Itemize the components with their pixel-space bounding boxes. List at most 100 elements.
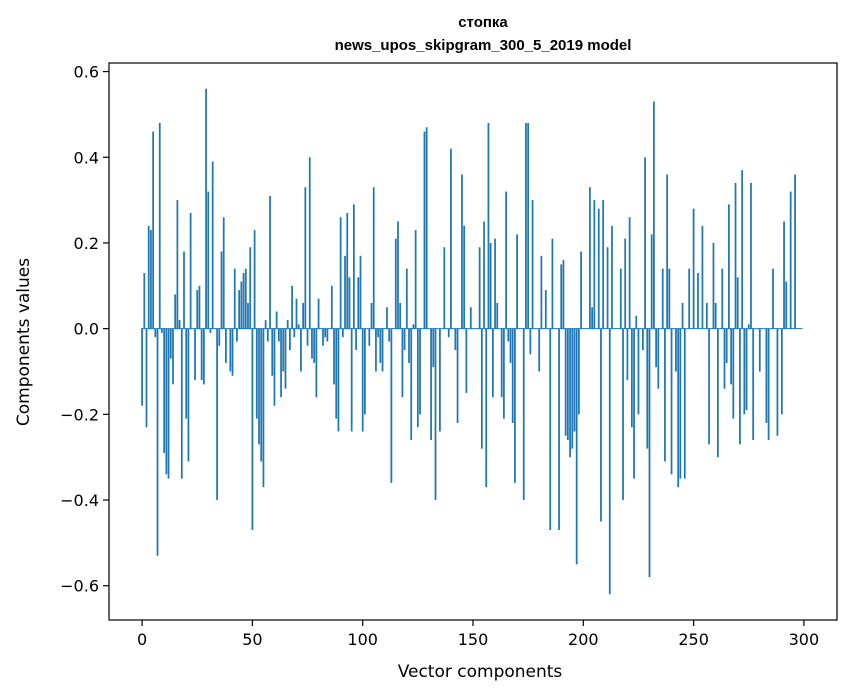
bar — [619, 268, 622, 329]
bar — [275, 311, 278, 329]
bar — [242, 272, 245, 329]
bar — [525, 122, 527, 329]
bar — [716, 328, 719, 458]
bar — [156, 328, 159, 556]
bar — [538, 328, 541, 372]
bar — [368, 328, 371, 346]
x-axis-label: Vector components — [398, 662, 563, 682]
bar — [509, 328, 512, 363]
bar — [313, 328, 316, 363]
y-tick-label: −0.6 — [60, 577, 99, 596]
bar — [326, 328, 329, 342]
bar — [712, 242, 715, 329]
bar — [758, 328, 761, 372]
bar — [286, 320, 289, 329]
bar — [180, 328, 183, 479]
bar — [681, 302, 684, 329]
bar — [282, 328, 285, 372]
bar — [209, 328, 212, 333]
bar — [216, 328, 218, 501]
bar — [624, 238, 627, 329]
bar — [355, 328, 357, 351]
bar — [207, 191, 210, 329]
bar — [350, 328, 353, 432]
bar — [165, 328, 168, 475]
bar — [315, 328, 318, 398]
bar — [653, 101, 655, 329]
bar — [432, 328, 435, 368]
bar — [560, 264, 563, 329]
bar — [311, 328, 313, 359]
bar — [189, 212, 192, 329]
bar — [670, 328, 673, 475]
bar — [403, 328, 406, 351]
bar — [743, 328, 746, 415]
bar — [297, 324, 300, 329]
bar — [606, 247, 609, 329]
bar — [500, 328, 503, 398]
bar — [794, 174, 796, 329]
bar — [514, 328, 516, 483]
bar — [633, 328, 635, 479]
bar — [258, 328, 260, 445]
bar — [337, 328, 340, 432]
bar — [196, 290, 199, 329]
bar — [531, 200, 534, 329]
bar — [789, 191, 792, 329]
bar — [352, 204, 355, 329]
bar — [364, 328, 366, 415]
bar — [767, 328, 770, 441]
bar — [174, 294, 177, 329]
bar — [602, 200, 605, 329]
bar — [416, 328, 419, 428]
bar — [503, 328, 505, 419]
bar — [205, 88, 207, 329]
bar — [370, 302, 373, 329]
bar — [425, 127, 428, 329]
y-axis-ticks: −0.6 −0.4 −0.2 0.0 0.2 0.4 0.6 — [60, 63, 109, 596]
bar — [183, 251, 185, 329]
bar — [251, 328, 254, 531]
bar — [494, 238, 496, 329]
bar — [434, 328, 437, 501]
bar — [527, 122, 530, 329]
bar — [558, 328, 560, 531]
bar — [414, 230, 417, 329]
bar — [465, 328, 468, 393]
bar — [589, 187, 591, 329]
x-tick-label: 250 — [678, 630, 709, 649]
y-tick-label: −0.4 — [60, 491, 99, 510]
bar — [143, 272, 146, 329]
bar — [169, 328, 172, 359]
bar — [335, 328, 338, 419]
bar — [198, 285, 201, 329]
bar — [736, 277, 739, 329]
bar — [302, 302, 305, 329]
bar — [280, 328, 282, 398]
bar — [529, 328, 532, 355]
bar — [562, 260, 565, 329]
bar — [637, 328, 640, 415]
bar — [725, 328, 728, 363]
bar — [483, 221, 485, 329]
bar — [641, 328, 644, 351]
bar — [644, 157, 646, 329]
bar — [291, 285, 293, 329]
bar — [194, 328, 196, 381]
bar — [593, 200, 596, 329]
bar — [269, 195, 271, 329]
bar — [322, 328, 324, 346]
bar — [158, 122, 161, 329]
bar — [443, 247, 446, 329]
bar — [600, 328, 602, 522]
bar — [220, 251, 223, 329]
bar — [661, 268, 664, 329]
bar — [260, 328, 263, 462]
bar — [264, 320, 267, 329]
bar — [705, 302, 708, 329]
plot-frame — [108, 62, 838, 621]
bar — [408, 328, 410, 363]
bar — [573, 328, 576, 432]
bar — [233, 268, 236, 329]
bar — [390, 328, 393, 483]
